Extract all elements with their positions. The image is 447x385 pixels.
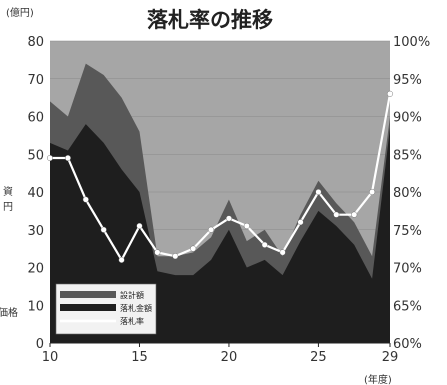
left-tick-label: 0 bbox=[36, 337, 44, 352]
left-tick-label: 20 bbox=[27, 262, 44, 277]
line-series bbox=[47, 90, 394, 263]
edge-label-3: 価格 bbox=[0, 306, 18, 319]
rate-point bbox=[136, 222, 143, 229]
rate-point bbox=[225, 215, 232, 222]
left-tick-label: 80 bbox=[27, 35, 44, 50]
rate-point bbox=[154, 249, 161, 256]
left-axis-ticks: 0 10 20 30 40 50 60 70 80 bbox=[27, 35, 44, 352]
right-tick-label: 95% bbox=[393, 73, 422, 88]
rate-point bbox=[351, 211, 358, 218]
x-axis-ticks: 10 15 20 25 29 bbox=[42, 343, 399, 365]
x-tick-label: 25 bbox=[310, 350, 327, 365]
left-axis-unit: (億円) bbox=[6, 6, 34, 19]
right-tick-label: 85% bbox=[393, 148, 422, 163]
left-tick-label: 40 bbox=[27, 186, 44, 201]
rate-point bbox=[208, 226, 215, 233]
left-tick-label: 50 bbox=[27, 148, 44, 163]
rate-point bbox=[261, 241, 268, 248]
line-落札率 bbox=[50, 93, 392, 263]
right-tick-label: 75% bbox=[393, 224, 422, 239]
right-tick-label: 90% bbox=[393, 111, 422, 126]
rate-point bbox=[64, 155, 71, 162]
legend-label-design: 設計額 bbox=[120, 290, 144, 300]
rate-point bbox=[369, 188, 376, 195]
rate-point bbox=[47, 155, 54, 162]
left-tick-label: 10 bbox=[27, 299, 44, 314]
x-axis-unit: (年度) bbox=[364, 373, 392, 385]
left-tick-label: 70 bbox=[27, 73, 44, 88]
right-tick-label: 100% bbox=[393, 35, 430, 50]
rate-point bbox=[387, 90, 394, 97]
legend-swatch-design bbox=[60, 291, 116, 298]
rate-point bbox=[100, 226, 107, 233]
right-axis-ticks: 60% 65% 70% 75% 80% 85% 90% 95% 100% bbox=[393, 35, 430, 352]
right-tick-label: 80% bbox=[393, 186, 422, 201]
x-tick-label: 15 bbox=[131, 350, 148, 365]
left-tick-label: 60 bbox=[27, 111, 44, 126]
chart-title: 落札率の推移 bbox=[147, 8, 273, 32]
rate-point bbox=[172, 253, 179, 260]
x-tick-label: 10 bbox=[42, 350, 59, 365]
right-tick-label: 70% bbox=[393, 262, 422, 277]
edge-label-2: 円 bbox=[3, 202, 13, 213]
right-tick-label: 65% bbox=[393, 299, 422, 314]
legend-swatch-contract bbox=[60, 304, 116, 311]
legend-label-rate: 落札率 bbox=[120, 316, 144, 326]
x-tick-label: 29 bbox=[382, 350, 399, 365]
rate-point bbox=[82, 196, 89, 203]
rate-point bbox=[118, 256, 125, 263]
left-tick-label: 30 bbox=[27, 224, 44, 239]
legend-label-contract: 落札金額 bbox=[120, 303, 152, 313]
rate-point bbox=[243, 222, 250, 229]
rate-point bbox=[315, 188, 322, 195]
rate-point bbox=[279, 249, 286, 256]
x-tick-label: 20 bbox=[221, 350, 238, 365]
edge-label-1: 資 bbox=[3, 186, 13, 198]
rate-point bbox=[333, 211, 340, 218]
rate-point bbox=[297, 219, 304, 226]
legend: 設計額 落札金額 落札率 bbox=[55, 283, 157, 335]
right-tick-label: 60% bbox=[393, 337, 422, 352]
rate-point bbox=[190, 245, 197, 252]
